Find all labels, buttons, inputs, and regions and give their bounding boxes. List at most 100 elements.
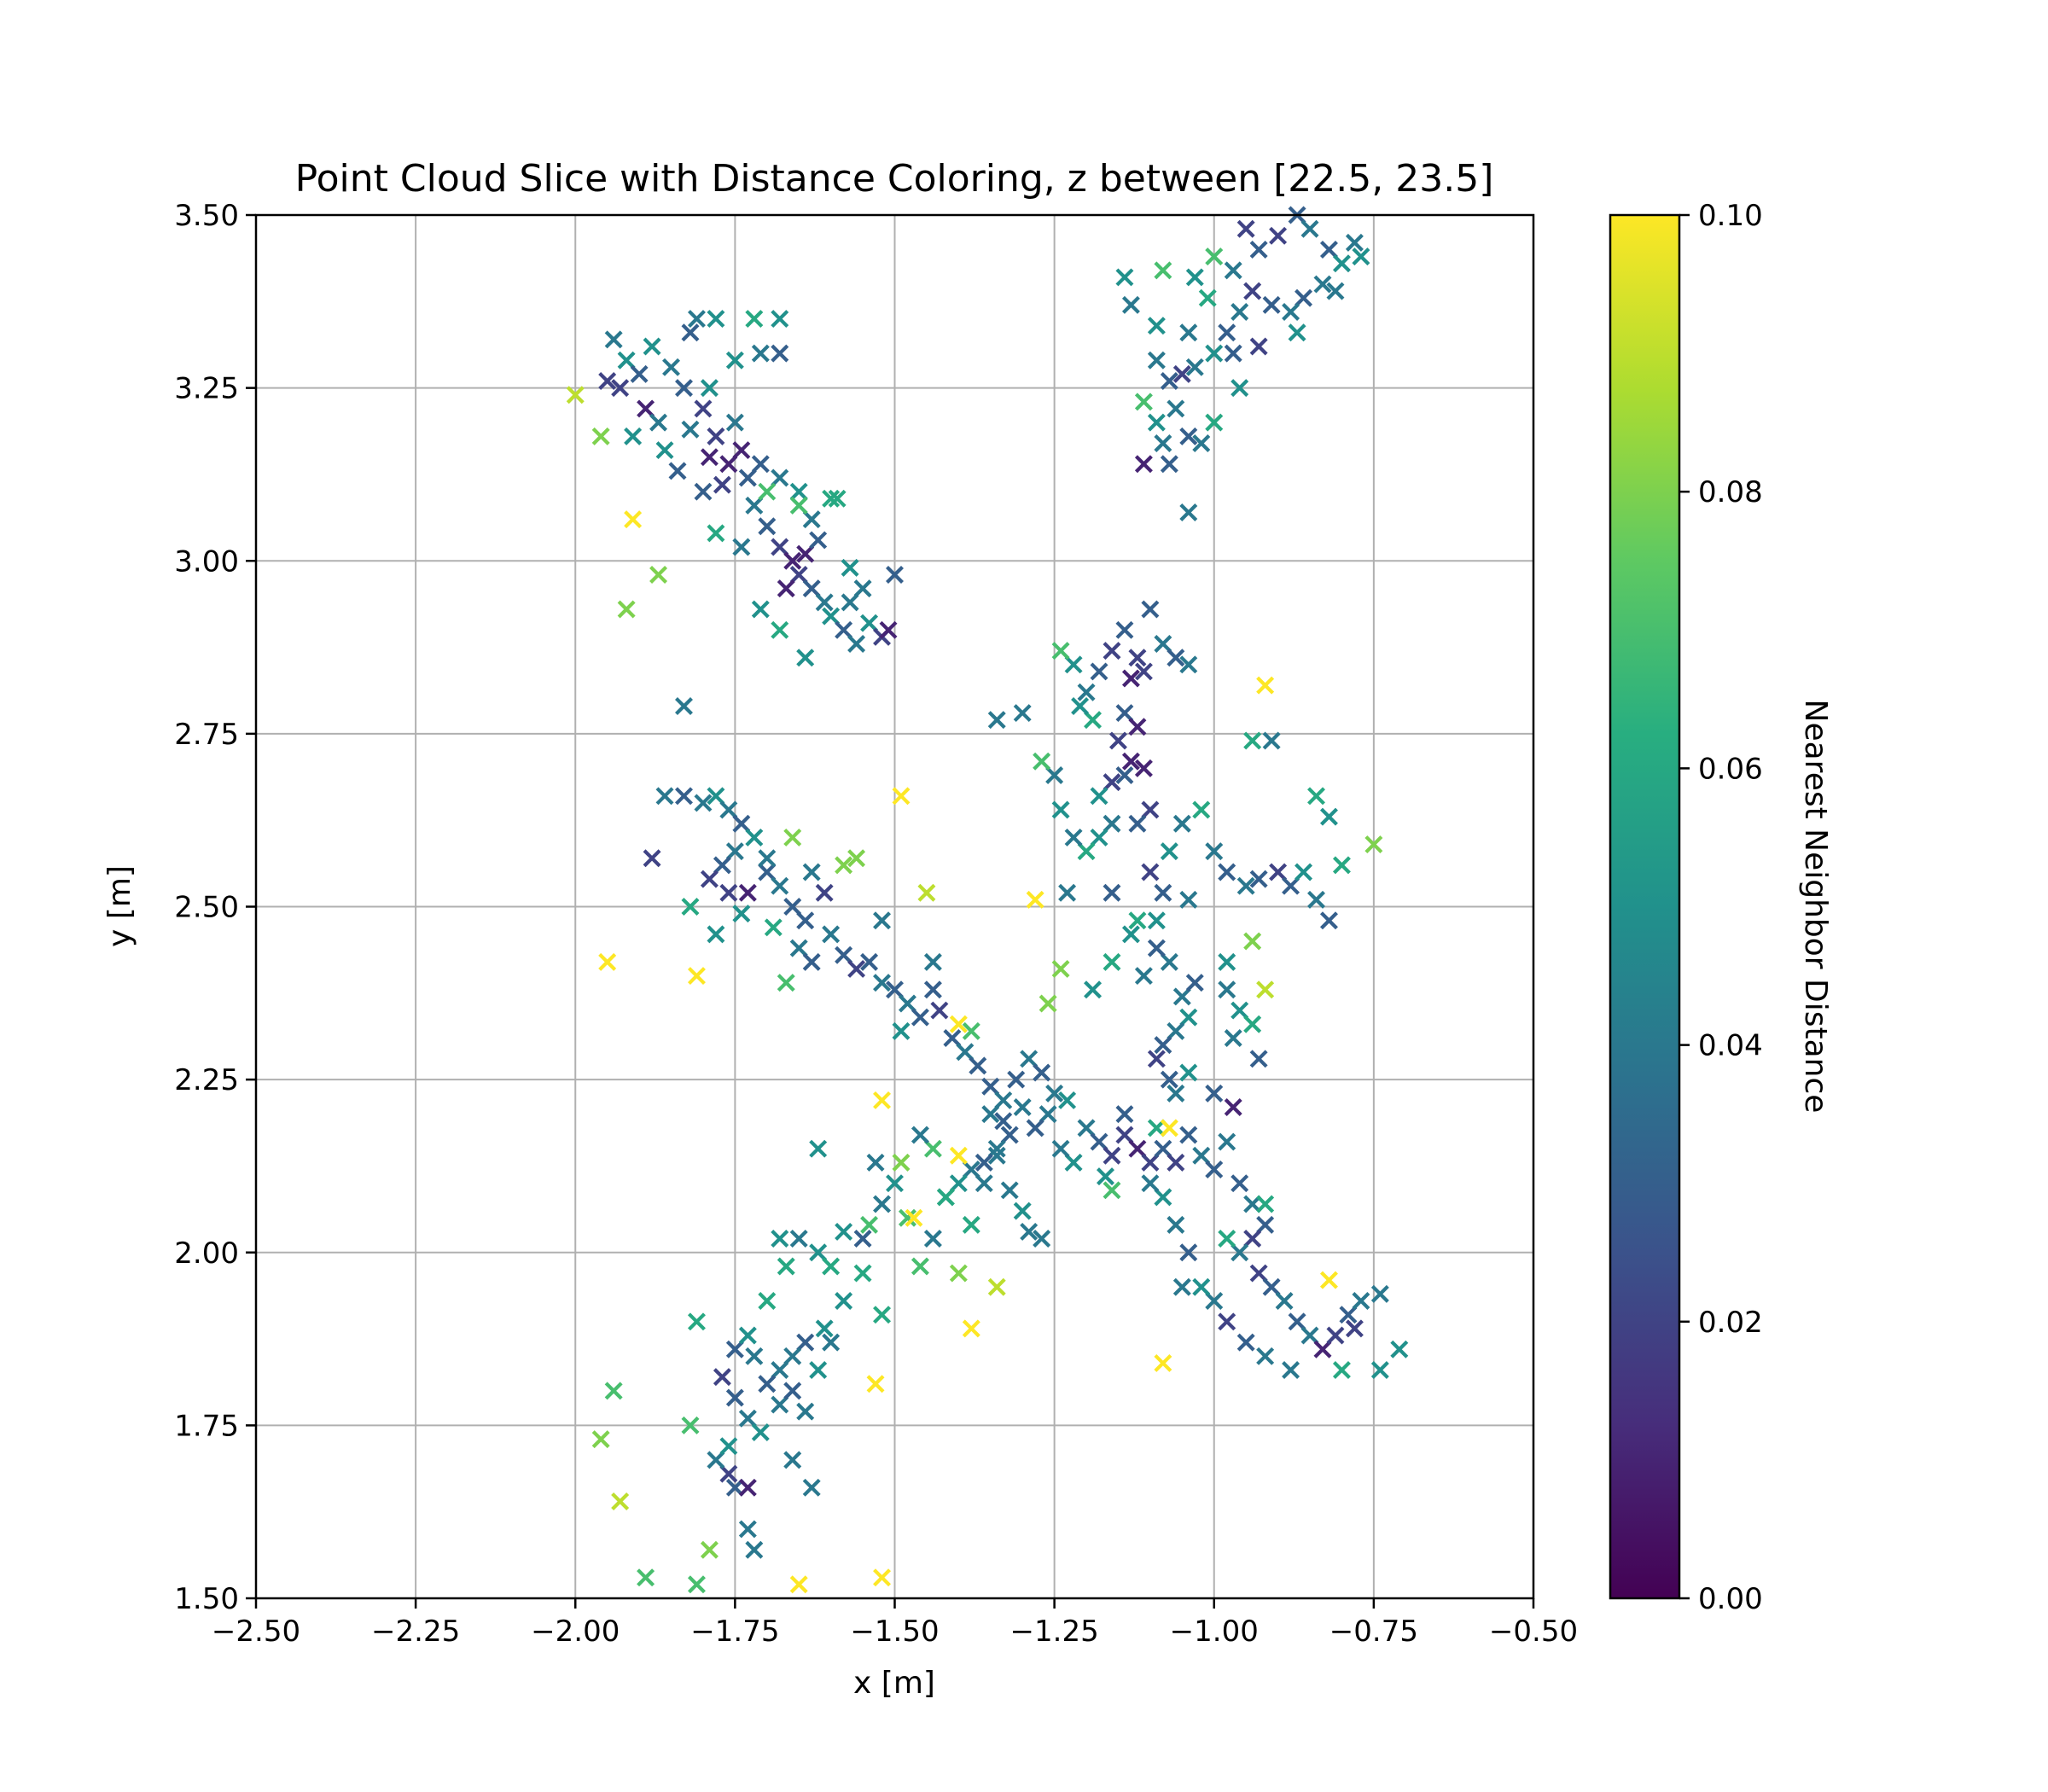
point-marker xyxy=(1231,1001,1249,1020)
point-marker xyxy=(1154,883,1172,902)
point-marker xyxy=(630,364,649,383)
point-marker xyxy=(1147,317,1166,335)
point-marker xyxy=(1282,876,1300,895)
point-marker xyxy=(789,482,808,501)
x-tick-label: −1.25 xyxy=(1010,1615,1099,1649)
point-marker xyxy=(847,849,866,868)
x-tick-label: −2.25 xyxy=(371,1615,460,1649)
point-marker xyxy=(1000,1126,1019,1144)
point-marker xyxy=(1039,994,1057,1013)
point-marker xyxy=(1179,890,1198,909)
point-marker xyxy=(687,967,706,986)
point-marker xyxy=(1326,282,1345,300)
point-marker xyxy=(1051,1139,1070,1158)
point-marker xyxy=(1084,711,1103,730)
point-marker xyxy=(1218,1230,1236,1248)
point-marker xyxy=(1243,1230,1262,1248)
point-marker xyxy=(732,441,751,460)
point-marker xyxy=(745,1540,764,1559)
point-marker xyxy=(1231,302,1249,321)
point-marker xyxy=(771,1361,789,1380)
y-tick-label: 2.00 xyxy=(174,1236,239,1271)
point-marker xyxy=(725,413,744,432)
point-marker xyxy=(809,1361,828,1380)
point-marker xyxy=(1319,807,1338,826)
point-marker xyxy=(1249,241,1268,259)
point-marker xyxy=(1026,1119,1044,1137)
point-marker xyxy=(1103,1146,1121,1165)
point-marker xyxy=(1147,939,1166,957)
point-marker xyxy=(1147,351,1166,369)
point-marker xyxy=(1370,1284,1389,1303)
point-marker xyxy=(789,1230,808,1248)
point-marker xyxy=(777,1257,795,1276)
point-marker xyxy=(873,974,892,992)
point-marker xyxy=(1218,323,1236,342)
x-tick-label: −1.00 xyxy=(1170,1615,1259,1649)
point-marker xyxy=(886,565,904,584)
point-marker xyxy=(1134,967,1153,986)
point-marker xyxy=(725,351,744,369)
point-marker xyxy=(675,379,693,398)
point-marker xyxy=(1326,1326,1345,1345)
point-marker xyxy=(853,579,872,598)
point-marker xyxy=(892,1021,911,1040)
point-marker xyxy=(994,1091,1013,1109)
point-marker xyxy=(962,1021,980,1040)
point-marker xyxy=(1185,358,1204,376)
point-marker xyxy=(732,538,751,556)
point-marker xyxy=(1224,1029,1242,1047)
point-marker xyxy=(1154,1036,1172,1055)
point-marker xyxy=(751,600,770,619)
point-marker xyxy=(1134,759,1153,777)
point-marker xyxy=(1077,842,1096,861)
point-marker xyxy=(1033,1230,1051,1248)
point-marker xyxy=(1147,413,1166,432)
point-marker xyxy=(835,1222,853,1241)
point-marker xyxy=(758,482,777,501)
point-marker xyxy=(815,593,834,612)
point-marker xyxy=(771,1395,789,1414)
point-marker xyxy=(1231,1174,1249,1193)
point-marker xyxy=(1103,883,1121,902)
point-marker xyxy=(1275,1291,1294,1310)
point-marker xyxy=(771,1230,789,1248)
point-marker xyxy=(1205,344,1224,363)
point-marker xyxy=(591,1430,610,1449)
point-marker xyxy=(1179,1243,1198,1262)
point-marker xyxy=(1167,1153,1185,1172)
point-marker xyxy=(1128,649,1147,667)
point-marker xyxy=(873,1306,892,1324)
point-marker xyxy=(1141,863,1160,881)
point-marker xyxy=(1282,1361,1300,1380)
point-marker xyxy=(835,856,853,875)
point-marker xyxy=(1128,911,1147,930)
point-marker xyxy=(681,420,700,439)
colorbar-label: Nearest Neighbor Distance xyxy=(1798,700,1833,1114)
point-marker xyxy=(1332,1361,1351,1380)
point-marker xyxy=(783,1347,802,1365)
point-marker xyxy=(1108,731,1127,750)
point-marker xyxy=(783,898,802,916)
point-marker xyxy=(886,980,904,999)
point-marker xyxy=(637,1568,655,1587)
point-marker xyxy=(802,1478,821,1497)
point-marker xyxy=(681,898,700,916)
point-marker xyxy=(1313,275,1332,294)
point-marker xyxy=(815,883,834,902)
point-marker xyxy=(1224,1098,1242,1117)
point-marker xyxy=(745,828,764,847)
point-marker xyxy=(886,1174,904,1193)
point-marker xyxy=(1172,364,1191,383)
y-axis-label: y [m] xyxy=(102,865,137,947)
point-marker xyxy=(1218,1132,1236,1151)
point-marker xyxy=(694,794,713,812)
point-marker xyxy=(1256,676,1275,695)
point-marker xyxy=(866,1375,885,1393)
point-marker xyxy=(771,344,789,363)
point-marker xyxy=(949,1146,968,1165)
point-marker xyxy=(1045,1084,1064,1103)
point-marker xyxy=(987,1146,1006,1165)
x-tick-label: −1.75 xyxy=(690,1615,779,1649)
point-marker xyxy=(719,455,738,474)
